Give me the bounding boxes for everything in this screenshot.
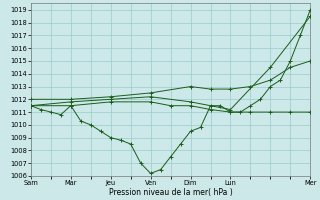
X-axis label: Pression niveau de la mer( hPa ): Pression niveau de la mer( hPa ) <box>109 188 232 197</box>
